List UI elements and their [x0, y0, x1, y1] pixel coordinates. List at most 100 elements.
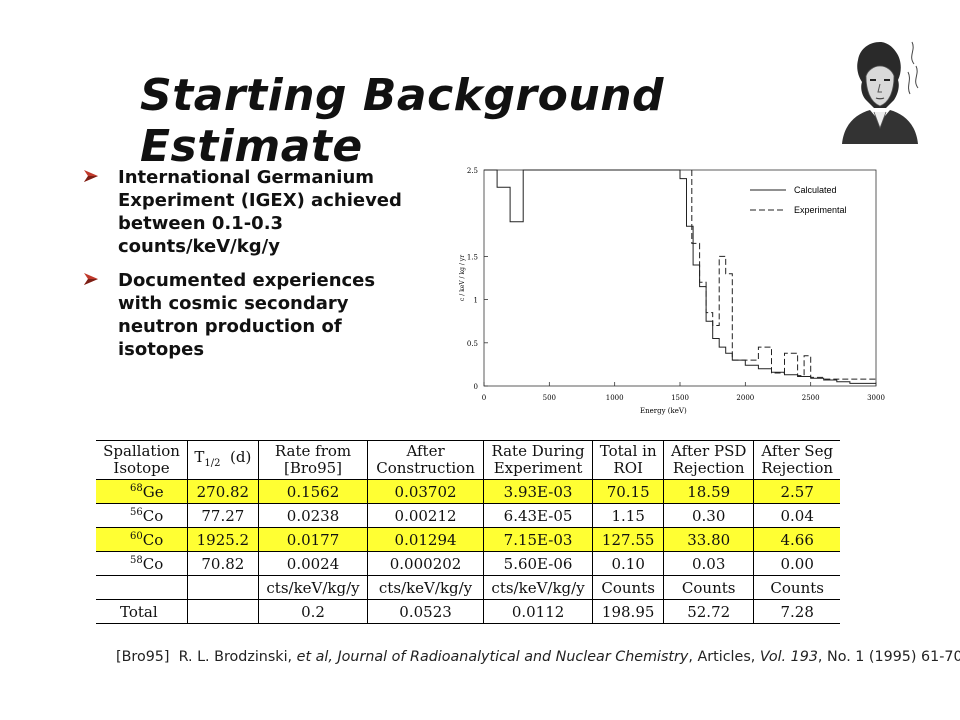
header-rate-during: Rate During Experiment — [483, 440, 594, 480]
bullet-arrow-icon — [84, 273, 98, 285]
legend-label: Calculated — [794, 185, 837, 195]
bullet-item: International Germanium Experiment (IGEX… — [84, 166, 424, 258]
header-after-seg: After Seg Rejection — [761, 442, 834, 477]
value-cell: 0.03 — [663, 551, 755, 576]
value-cell: 33.80 — [663, 527, 755, 552]
value-cell: 0.00 — [780, 554, 814, 573]
header-after-psd: After PSD Rejection — [663, 440, 755, 480]
ref-etal: et al, — [296, 649, 333, 665]
plot-frame — [483, 169, 877, 387]
value-cell: 5.60E-06 — [483, 551, 594, 576]
ref-rest: , No. 1 (1995) 61-70. — [817, 649, 960, 665]
header-halflife: T1/2 (d) — [187, 440, 259, 480]
x-tick-label: 1000 — [606, 394, 624, 402]
unit-cell: Counts — [663, 575, 755, 600]
value-cell: 1925.2 — [187, 527, 259, 552]
total-cell: 0.0523 — [367, 599, 484, 624]
value-cell: 7.15E-03 — [483, 527, 594, 552]
series-line-experimental — [691, 170, 876, 380]
bullet-list: International Germanium Experiment (IGEX… — [84, 166, 424, 372]
header-total-roi: Total in ROI — [592, 440, 664, 480]
value-cell: 127.55 — [592, 527, 664, 552]
portrait-image — [842, 41, 919, 144]
unit-cell: cts/keV/kg/y — [483, 575, 594, 600]
ref-authors: R. L. Brodzinski, — [178, 649, 293, 665]
value-cell: 0.1562 — [258, 479, 369, 504]
bullet-arrow-icon — [84, 170, 98, 182]
value-cell: 6.43E-05 — [483, 503, 594, 528]
ref-journal: Journal of Radioanalytical and Nuclear C… — [337, 649, 689, 665]
unit-cell — [96, 575, 189, 600]
unit-cell — [187, 575, 259, 600]
table-row: 58Co 70.82 0.0024 0.000202 5.60E-06 0.10 0.03 0… — [96, 551, 840, 576]
x-tick-label: 0 — [482, 394, 486, 402]
isotope-cell: 58Co — [96, 551, 189, 576]
value-cell: 0.0238 — [258, 503, 369, 528]
value-cell: 0.03702 — [367, 479, 484, 504]
unit-cell: Counts — [770, 578, 824, 597]
value-cell: 70.82 — [187, 551, 259, 576]
y-tick-label: 0.5 — [467, 340, 478, 348]
isotope-cell: 68Ge — [96, 479, 189, 504]
unit-cell: Counts — [592, 575, 664, 600]
x-tick-label: 2000 — [736, 394, 754, 402]
spallation-table: Spallation Isotope T1/2 (d) Rate from [Bro… — [96, 440, 840, 624]
value-cell: 0.0024 — [258, 551, 369, 576]
value-cell: 0.0177 — [258, 527, 369, 552]
x-axis-label: Energy (keV) — [640, 407, 687, 415]
value-cell: 2.57 — [780, 482, 814, 501]
unit-cell: cts/keV/kg/y — [258, 575, 369, 600]
reference-citation: [Bro95] R. L. Brodzinski, et al, Journal… — [116, 649, 960, 665]
isotope-cell: 60Co — [96, 527, 189, 552]
x-tick-label: 2500 — [802, 394, 820, 402]
x-tick-label: 500 — [543, 394, 556, 402]
total-cell: 52.72 — [663, 599, 755, 624]
total-cell — [187, 599, 259, 624]
value-cell: 3.93E-03 — [483, 479, 594, 504]
value-cell: 0.30 — [663, 503, 755, 528]
ref-articles: , Articles, — [688, 649, 756, 665]
value-cell: 0.04 — [780, 506, 814, 525]
slide-title: Starting Background Estimate — [140, 70, 665, 172]
ref-volume: Vol. 193 — [759, 649, 818, 665]
value-cell: 1.15 — [592, 503, 664, 528]
y-axis-label: c / keV / kg / yr — [459, 255, 466, 301]
total-cell: 198.95 — [592, 599, 664, 624]
value-cell: 4.66 — [780, 530, 814, 549]
y-tick-label: 1 — [474, 297, 478, 305]
table-header-row: Spallation Isotope T1/2 (d) Rate from [Bro… — [96, 440, 840, 480]
legend-label: Experimental — [794, 205, 847, 215]
value-cell: 70.15 — [592, 479, 664, 504]
units-row: cts/keV/kg/y cts/keV/kg/y cts/keV/kg/y Coun… — [96, 575, 840, 600]
y-tick-label: 0 — [474, 383, 478, 391]
value-cell: 0.10 — [592, 551, 664, 576]
series-line-calculated — [484, 169, 876, 384]
y-tick-label: 1.5 — [467, 253, 478, 261]
x-tick-label: 1500 — [671, 394, 689, 402]
bullet-text: International Germanium Experiment (IGEX… — [118, 167, 402, 257]
header-rate-bro95: Rate from [Bro95] — [258, 440, 369, 480]
value-cell: 18.59 — [663, 479, 755, 504]
spectrum-chart: 0 500 1000 1500 2000 2500 3000 0 0.5 1 1.5 2.5 Energ… — [459, 167, 885, 415]
bullet-item: Documented experiences with cosmic secon… — [84, 269, 424, 361]
table-row: 68Ge 270.82 0.1562 0.03702 3.93E-03 70.15 18.5… — [96, 479, 840, 504]
unit-cell: cts/keV/kg/y — [367, 575, 484, 600]
isotope-cell: 56Co — [96, 503, 189, 528]
total-cell: Total — [96, 599, 189, 624]
value-cell: 0.00212 — [367, 503, 484, 528]
total-cell: 0.0112 — [483, 599, 594, 624]
table-row: 60Co 1925.2 0.0177 0.01294 7.15E-03 127.55 33.… — [96, 527, 840, 552]
table-row: 56Co 77.27 0.0238 0.00212 6.43E-05 1.15 0.30 0.… — [96, 503, 840, 528]
total-cell: 7.28 — [780, 602, 814, 621]
value-cell: 77.27 — [187, 503, 259, 528]
ref-tag: [Bro95] — [116, 649, 170, 665]
value-cell: 0.000202 — [367, 551, 484, 576]
header-after-construction: After Construction — [367, 440, 484, 480]
bullet-text: Documented experiences with cosmic secon… — [118, 270, 376, 360]
value-cell: 0.01294 — [367, 527, 484, 552]
header-isotope: Spallation Isotope — [96, 440, 189, 480]
y-tick-label: 2.5 — [467, 167, 478, 175]
total-cell: 0.2 — [258, 599, 369, 624]
total-row: Total 0.2 0.0523 0.0112 198.95 52.72 7.28 — [96, 599, 840, 624]
x-tick-label: 3000 — [867, 394, 885, 402]
